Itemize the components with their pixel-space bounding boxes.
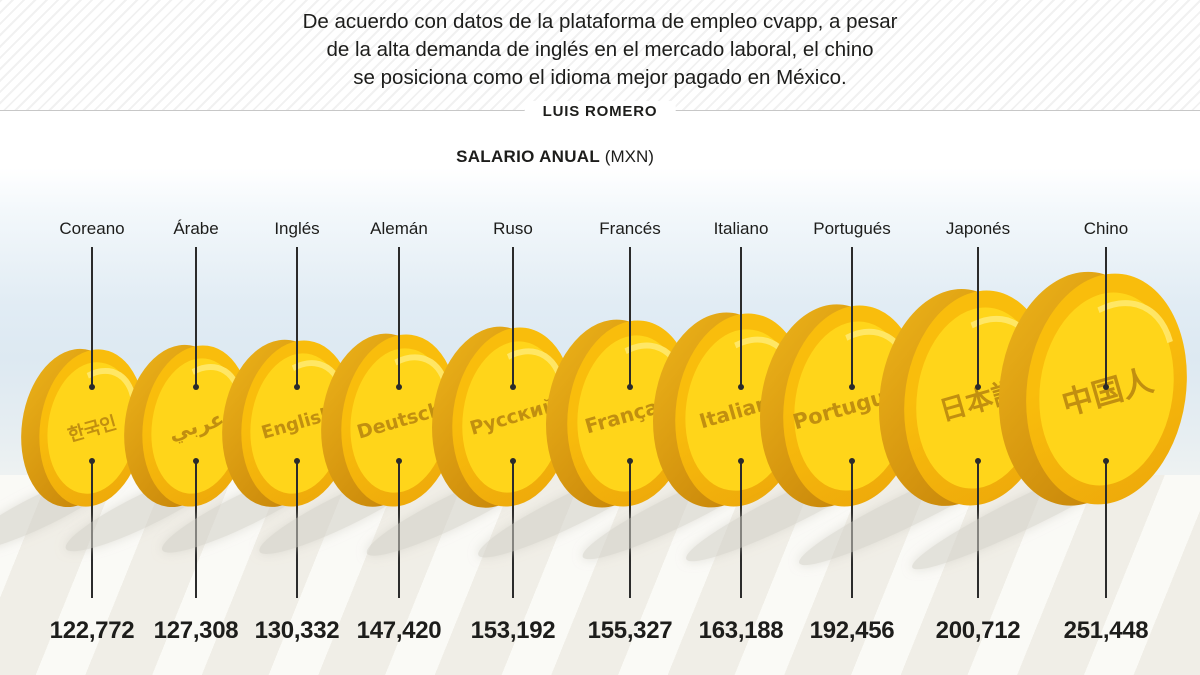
sky-background: [0, 168, 1200, 475]
chart-title-text: SALARIO ANUAL: [456, 147, 601, 166]
headline-line-1: De acuerdo con datos de la plataforma de…: [302, 10, 898, 33]
ground-background: [0, 475, 1200, 675]
chart-title: SALARIO ANUAL (MXN): [0, 147, 1110, 167]
chart-title-unit: (MXN): [604, 147, 654, 166]
headline: De acuerdo con datos de la plataforma de…: [0, 8, 1200, 92]
headline-line-2: de la alta demanda de inglés en el merca…: [326, 38, 874, 61]
headline-line-3: se posiciona como el idioma mejor pagado…: [353, 66, 847, 89]
hatch-pattern-band: [0, 0, 1200, 110]
author-byline: LUIS ROMERO: [524, 101, 676, 122]
